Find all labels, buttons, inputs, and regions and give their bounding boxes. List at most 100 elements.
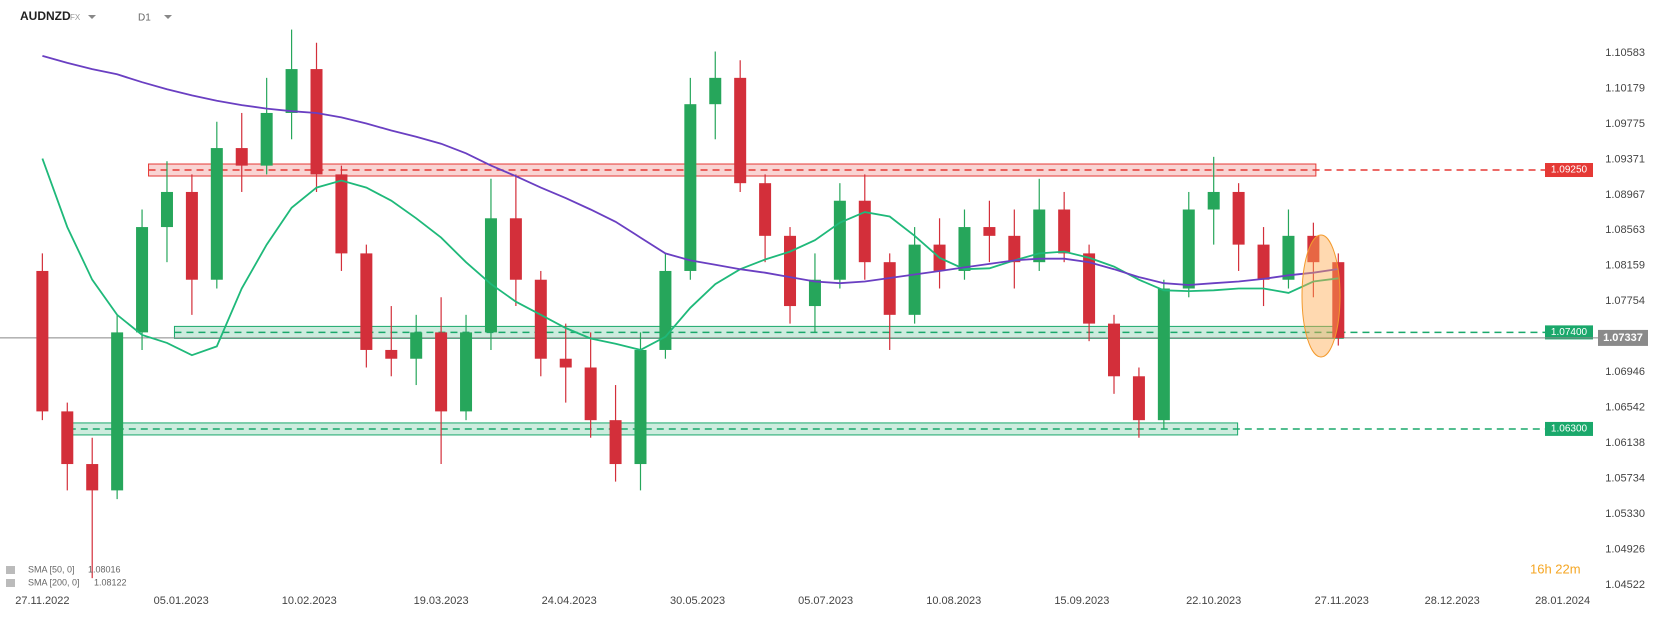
y-tick-label: 1.05734 xyxy=(1605,473,1645,485)
y-tick-label: 1.04522 xyxy=(1605,579,1645,591)
candle-body xyxy=(335,174,348,254)
x-tick-label: 24.04.2023 xyxy=(542,595,597,607)
candle-body xyxy=(410,332,423,359)
candle-body xyxy=(235,148,248,166)
level-label-box xyxy=(1545,163,1593,178)
candle-body xyxy=(784,235,797,307)
candle-body xyxy=(61,411,74,465)
candle-body xyxy=(908,244,921,315)
candle-body xyxy=(310,69,323,175)
candle-body xyxy=(833,200,846,280)
candle-body xyxy=(1232,191,1245,245)
candle-body xyxy=(86,464,99,491)
y-tick-label: 1.09775 xyxy=(1605,118,1645,130)
y-tick-label: 1.04926 xyxy=(1605,543,1645,555)
dropdown-arrow[interactable] xyxy=(88,15,96,19)
x-tick-label: 19.03.2023 xyxy=(414,595,469,607)
highlight-ellipse xyxy=(1301,234,1341,358)
candle-body xyxy=(185,191,198,280)
candle-body xyxy=(1008,235,1021,263)
zone xyxy=(148,163,1317,177)
candle-body xyxy=(1332,262,1345,338)
current-price-label: 1.07337 xyxy=(1603,332,1643,344)
candle-body xyxy=(1108,323,1121,377)
y-tick-label: 1.07754 xyxy=(1605,295,1645,307)
candle-body xyxy=(160,191,173,228)
candle-body xyxy=(260,112,273,166)
legend-icon xyxy=(6,566,15,574)
candle-body xyxy=(360,253,373,350)
legend-value: 1.08122 xyxy=(94,577,127,587)
candle-body xyxy=(111,332,124,491)
y-tick-label: 1.06542 xyxy=(1605,402,1645,414)
y-tick-label: 1.09371 xyxy=(1605,153,1645,165)
candle-body xyxy=(1157,288,1170,421)
y-tick-label: 1.08967 xyxy=(1605,189,1645,201)
candle-body xyxy=(509,218,522,280)
current-price-box xyxy=(1598,329,1648,346)
candle-body xyxy=(1132,376,1145,421)
candle-body xyxy=(136,227,149,333)
candle-body xyxy=(1182,209,1195,289)
zone xyxy=(68,422,1239,436)
x-tick-label: 05.07.2023 xyxy=(798,595,853,607)
candle-body xyxy=(808,279,821,307)
legend-icon xyxy=(6,579,15,587)
candle-body xyxy=(435,332,448,412)
candle-body xyxy=(1282,235,1295,280)
candle-body xyxy=(883,262,896,315)
countdown: 16h 22m xyxy=(1530,561,1581,576)
candle-body xyxy=(684,104,697,271)
x-tick-label: 10.08.2023 xyxy=(926,595,981,607)
level-label: 1.09250 xyxy=(1551,165,1588,176)
candle-body xyxy=(609,420,622,465)
candle-body xyxy=(484,218,497,333)
y-tick-label: 1.06946 xyxy=(1605,366,1645,378)
candle-body xyxy=(1058,209,1071,254)
candle-body xyxy=(210,148,223,280)
candle-body xyxy=(659,270,672,350)
sma-line xyxy=(42,55,1339,286)
legend-name: SMA [50, 0] xyxy=(28,564,75,574)
candle-body xyxy=(534,279,547,359)
candle-body xyxy=(1083,253,1096,324)
y-tick-label: 1.08563 xyxy=(1605,224,1645,236)
x-tick-label: 28.12.2023 xyxy=(1425,595,1480,607)
candle-body xyxy=(1307,235,1320,263)
level-label: 1.06300 xyxy=(1551,424,1588,435)
candle-body xyxy=(285,69,298,113)
x-tick-label: 27.11.2023 xyxy=(1315,595,1369,607)
market: FX xyxy=(70,13,81,22)
candle-body xyxy=(858,200,871,263)
y-tick-label: 1.08159 xyxy=(1605,260,1645,272)
candle-body xyxy=(460,332,473,412)
x-tick-label: 28.01.2024 xyxy=(1535,595,1590,607)
timeframe[interactable]: D1 xyxy=(138,13,151,24)
x-tick-label: 22.10.2023 xyxy=(1186,595,1241,607)
legend-name: SMA [200, 0] xyxy=(28,577,80,587)
legend-value: 1.08016 xyxy=(88,564,121,574)
dropdown-arrow[interactable] xyxy=(164,15,172,19)
level-label: 1.07400 xyxy=(1551,327,1588,338)
y-tick-label: 1.10179 xyxy=(1605,82,1645,94)
symbol[interactable]: AUDNZD xyxy=(20,9,71,23)
candle-body xyxy=(709,77,722,105)
y-tick-label: 1.05330 xyxy=(1605,508,1645,520)
x-tick-label: 10.02.2023 xyxy=(282,595,337,607)
candle-body xyxy=(559,358,572,368)
candle-body xyxy=(634,349,647,465)
x-tick-label: 15.09.2023 xyxy=(1054,595,1109,607)
candle-body xyxy=(584,367,597,421)
candle-body xyxy=(1257,244,1270,280)
level-label-box xyxy=(1545,421,1593,436)
candle-body xyxy=(734,77,747,184)
x-tick-label: 30.05.2023 xyxy=(670,595,725,607)
candle-body xyxy=(1207,191,1220,210)
y-tick-label: 1.06138 xyxy=(1605,437,1645,449)
candle-body xyxy=(36,270,49,412)
x-tick-label: 05.01.2023 xyxy=(154,595,209,607)
candle-body xyxy=(759,183,772,236)
candle-body xyxy=(385,349,398,359)
candle-body xyxy=(983,227,996,236)
